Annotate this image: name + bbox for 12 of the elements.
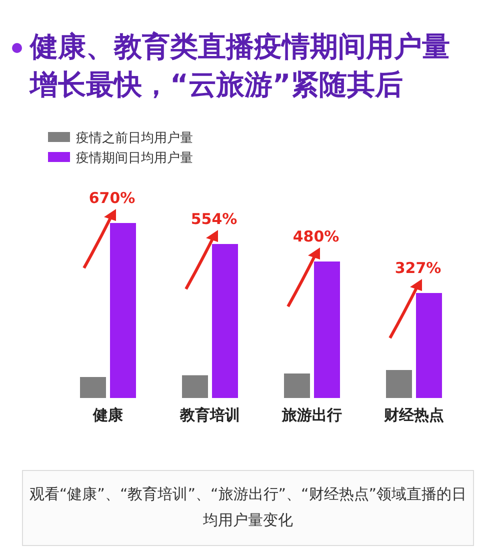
x-tick-label: 旅游出行 [281,406,342,424]
annotation: 554% [190,210,238,228]
annotation: 480% [292,228,340,246]
legend-label: 疫情期间日均用户量 [76,151,193,166]
legend-label: 疫情之前日均用户量 [76,131,193,146]
x-tick-label: 财经热点 [383,406,444,424]
text: 观看“健康”、“教育培训”、“旅游出行”、“财经热点”领域直播的日均用户量变化 [22,470,474,546]
annotation: 327% [394,259,442,277]
x-tick-label: 健康 [92,406,124,424]
x-tick-label: 教育培训 [179,406,240,424]
chart-title: 健康、教育类直播疫情期间用户量增长最快，“云旅游”紧随其后 [30,29,451,103]
annotation: 670% [88,189,136,207]
